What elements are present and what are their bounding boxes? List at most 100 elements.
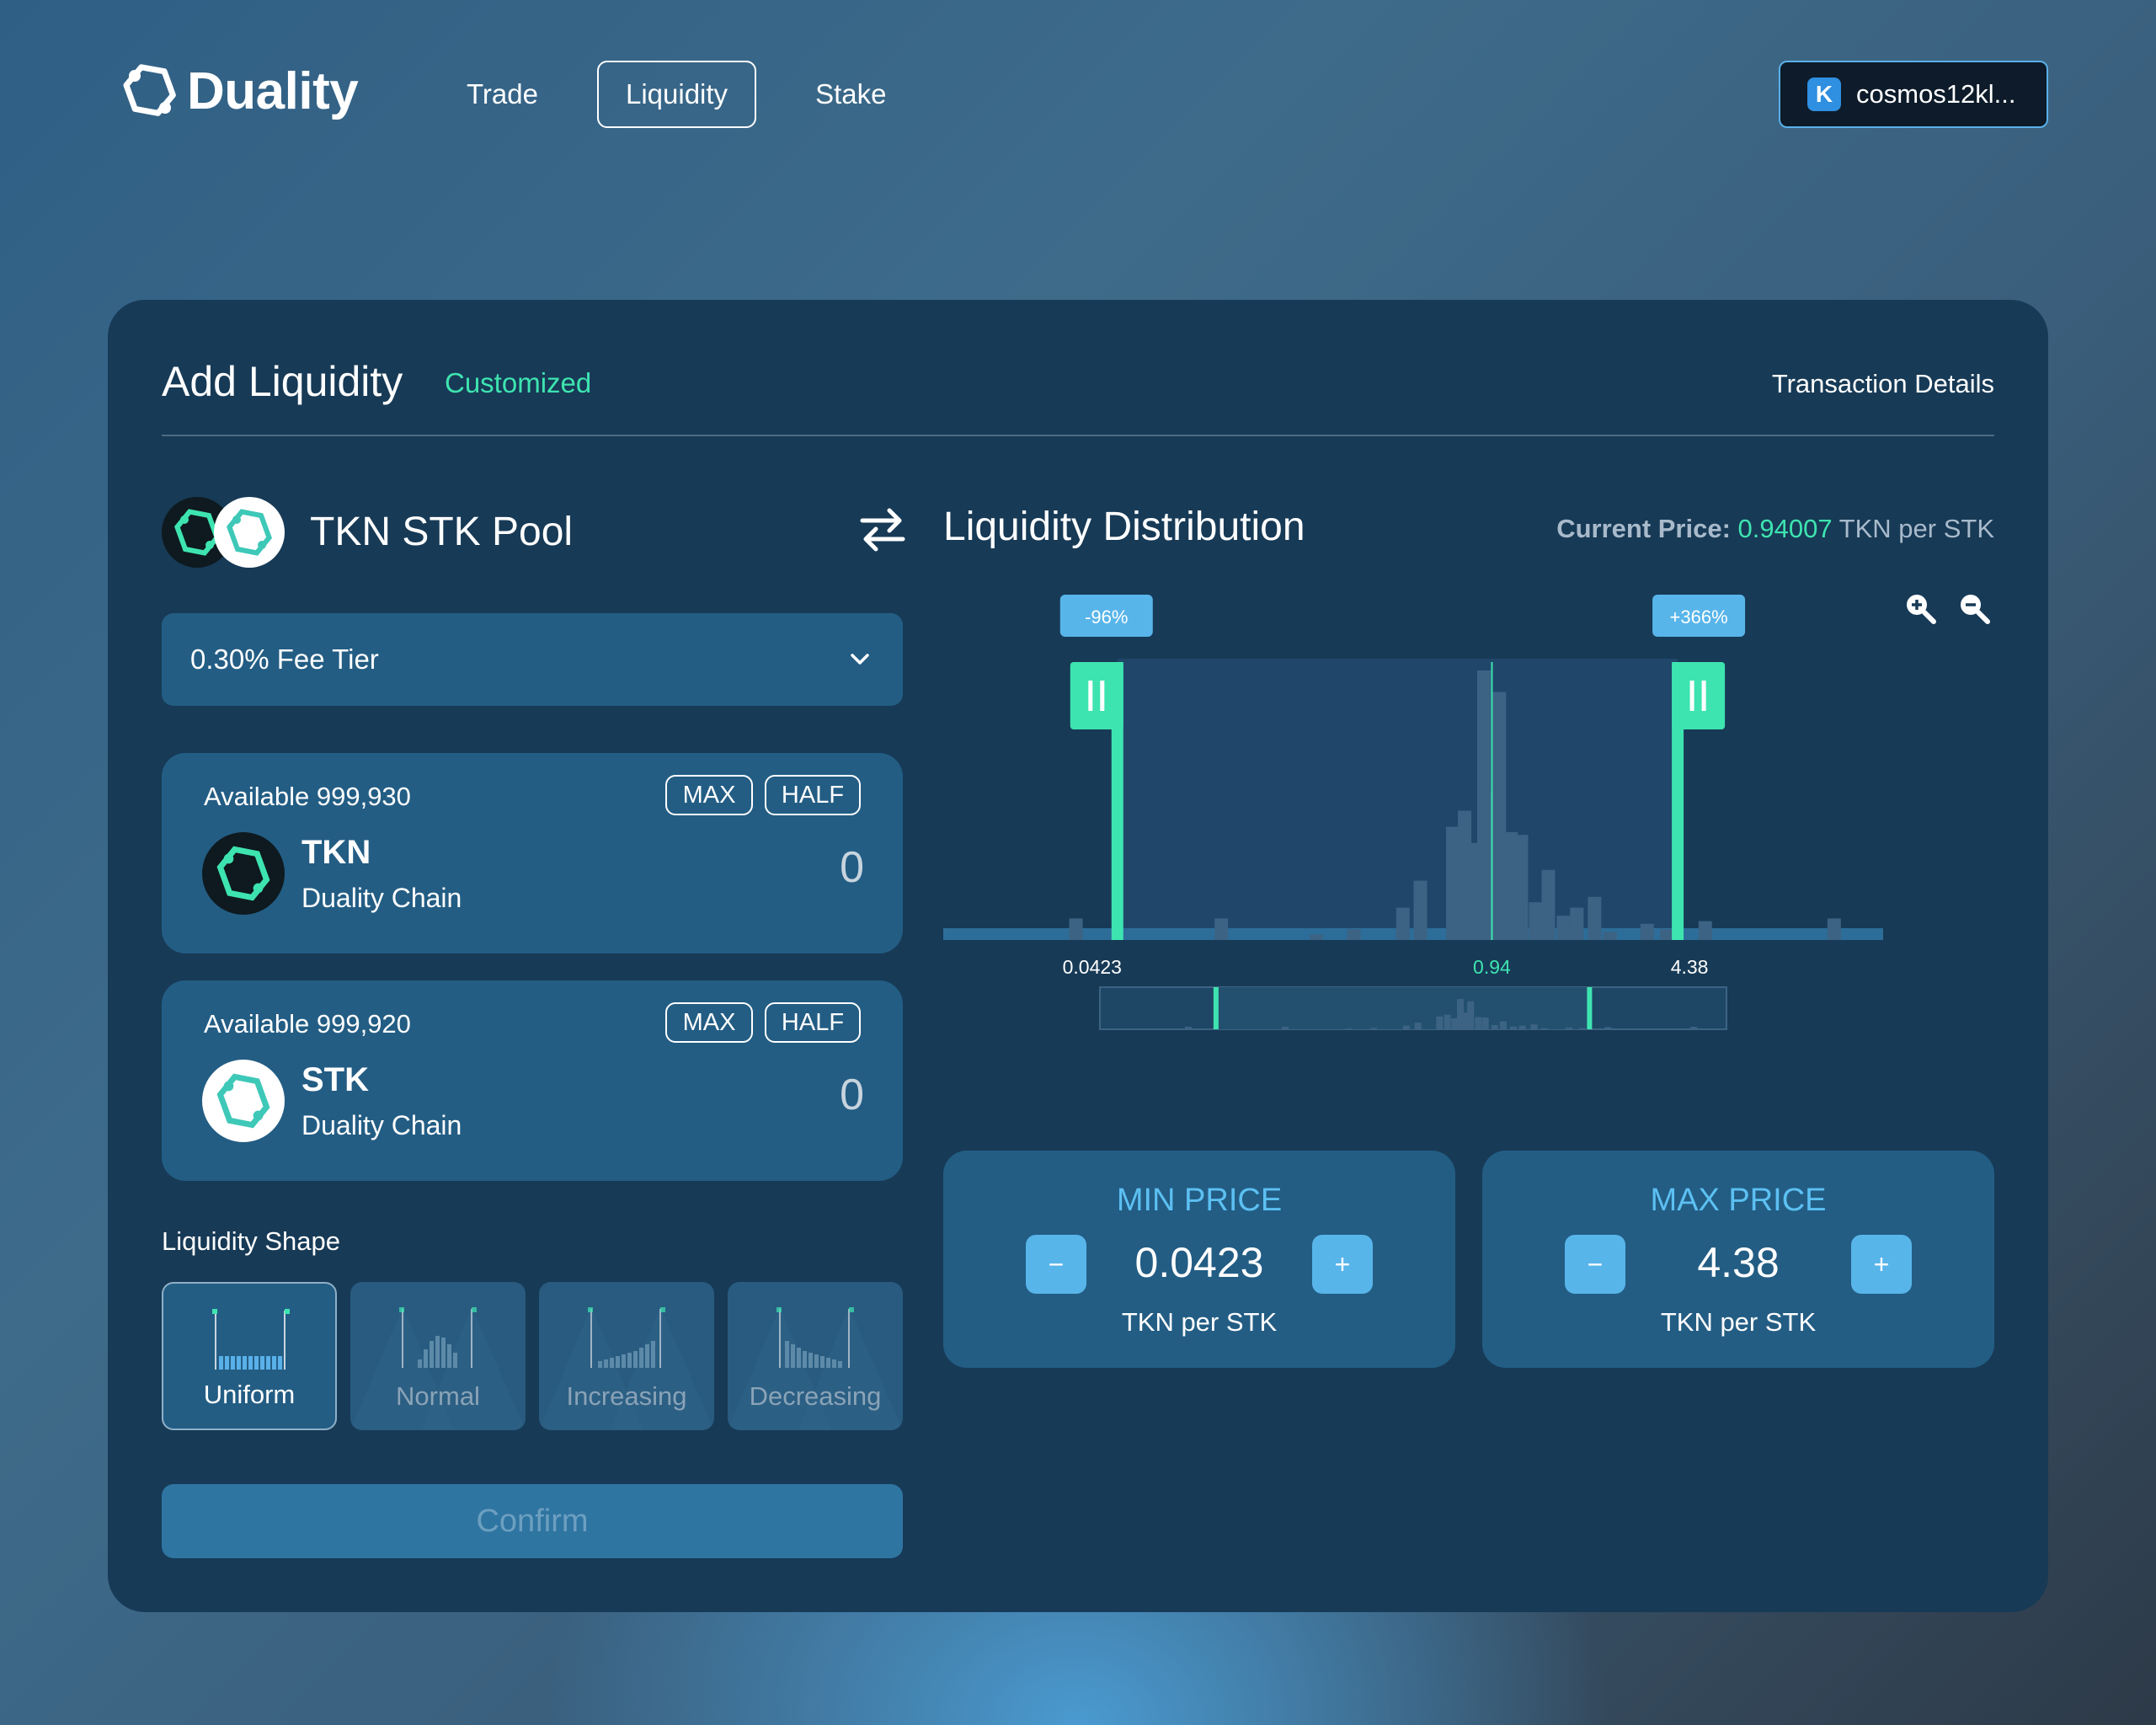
transaction-details-link[interactable]: Transaction Details	[1771, 369, 1994, 398]
tkn-amount-input[interactable]	[696, 842, 864, 893]
liquidity-shape-label: Liquidity Shape	[162, 1226, 340, 1256]
shape-uniform[interactable]: Uniform	[162, 1282, 337, 1430]
shape-uniform-label: Uniform	[203, 1380, 296, 1409]
liquidity-bar	[1570, 907, 1584, 940]
duality-logo[interactable]: Duality	[118, 59, 359, 123]
liquidity-bar	[1514, 835, 1529, 940]
max-range-handle-line[interactable]	[1672, 662, 1684, 940]
duality-logo-icon	[123, 64, 176, 116]
keplr-icon: K	[1807, 77, 1841, 111]
min-percent-badge	[1059, 595, 1153, 637]
zoom-out-icon[interactable]	[1956, 590, 1993, 627]
fee-tier-value: 0.30% Fee Tier	[190, 644, 379, 675]
shape-increasing-label: Increasing	[566, 1381, 687, 1411]
liquidity-bar	[1503, 832, 1518, 940]
liquidity-bar	[1556, 916, 1571, 940]
current-price-value: 0.94007	[1737, 514, 1833, 543]
stk-coin-icon	[214, 497, 285, 568]
min-price-increment-button[interactable]: +	[1312, 1235, 1373, 1294]
overview-bar	[1566, 1027, 1573, 1029]
shape-increasing[interactable]: Increasing	[539, 1282, 714, 1430]
max-price-value[interactable]: 4.38	[1697, 1239, 1780, 1286]
liquidity-bar	[1413, 880, 1428, 940]
swap-tokens-icon[interactable]	[856, 502, 910, 556]
liquidity-distribution-chart: -96% +366% 0.0423 0.94 4.38	[943, 578, 1895, 1420]
liquidity-bar	[1588, 896, 1602, 940]
min-range-handle-line[interactable]	[1111, 662, 1123, 940]
max-range-handle-grip[interactable]	[1672, 662, 1726, 729]
normal-shape-icon	[350, 1307, 526, 1430]
max-price-increment-button[interactable]: +	[1851, 1235, 1912, 1294]
liquidity-bar	[1310, 934, 1324, 940]
max-button[interactable]: MAX	[665, 775, 753, 815]
max-price-decrement-button[interactable]: −	[1565, 1235, 1625, 1294]
liquidity-bar	[1827, 918, 1841, 940]
liquidity-distribution-title: Liquidity Distribution	[943, 505, 1305, 549]
available-balance: Available 999,920	[204, 1009, 411, 1039]
max-button[interactable]: MAX	[665, 1002, 753, 1043]
nav-liquidity[interactable]: Liquidity	[596, 61, 757, 128]
shape-decreasing[interactable]: Decreasing	[728, 1282, 903, 1430]
nav-stake[interactable]: Stake	[815, 78, 887, 109]
fee-tier-select[interactable]: 0.30% Fee Tier	[162, 613, 903, 706]
overview-selected-range	[1215, 987, 1590, 1029]
shape-normal[interactable]: Normal	[350, 1282, 526, 1430]
min-price-value[interactable]: 0.0423	[1134, 1239, 1264, 1286]
overview-bar	[1462, 1012, 1470, 1029]
chart-baseline	[943, 928, 1883, 940]
card-title: Add Liquidity	[162, 358, 403, 405]
tick-min-price: 0.0423	[1063, 956, 1122, 978]
half-button[interactable]: HALF	[765, 775, 861, 815]
increasing-shape-icon	[539, 1307, 714, 1430]
wallet-button[interactable]: K cosmos12kl...	[1779, 61, 2048, 128]
overview-bar	[1491, 1024, 1498, 1029]
liquidity-bar	[1446, 826, 1460, 940]
confirm-button[interactable]: Confirm	[162, 1484, 903, 1558]
overview-bar	[1402, 1025, 1410, 1029]
liquidity-bar	[1529, 902, 1543, 940]
shape-decreasing-label: Decreasing	[749, 1381, 882, 1411]
max-price-card: MAX PRICE − 4.38 + TKN per STK	[1482, 1151, 1994, 1368]
overview-bar	[1436, 1016, 1444, 1029]
nav-trade[interactable]: Trade	[467, 78, 538, 109]
liquidity-bar	[1660, 929, 1674, 940]
overview-bar	[1345, 1028, 1353, 1029]
liquidity-bar	[1347, 929, 1361, 940]
max-price-title: MAX PRICE	[1650, 1183, 1827, 1218]
min-price-decrement-button[interactable]: −	[1026, 1235, 1086, 1294]
overview-bar	[1518, 1025, 1526, 1029]
customized-badge: Customized	[445, 367, 592, 398]
min-price-unit: TKN per STK	[1121, 1307, 1278, 1337]
overview-max-handle[interactable]	[1587, 987, 1593, 1029]
max-percent-badge-text: +366%	[1670, 606, 1728, 628]
token-symbol: TKN	[302, 834, 371, 871]
header-divider	[162, 435, 1994, 436]
chevron-down-icon	[851, 654, 869, 665]
logo-text: Duality	[187, 61, 359, 120]
liquidity-bar	[1458, 810, 1472, 940]
liquidity-bar	[1603, 932, 1617, 940]
overview-bar	[1475, 1017, 1482, 1029]
overview-min-handle[interactable]	[1213, 987, 1219, 1029]
pool-token-icons	[162, 497, 288, 568]
liquidity-bar	[1214, 918, 1229, 940]
min-range-handle-grip[interactable]	[1070, 662, 1123, 729]
overview-bar	[1185, 1027, 1193, 1029]
overview-bar	[1481, 1017, 1489, 1029]
zoom-in-icon[interactable]	[1902, 590, 1939, 627]
token-chain: Duality Chain	[302, 883, 462, 913]
overview-bar	[1499, 1021, 1507, 1029]
stk-token-icon	[202, 1060, 285, 1142]
distribution-chart-svg[interactable]: -96% +366% 0.0423 0.94 4.38	[943, 578, 1895, 1033]
tkn-token-icon	[202, 832, 285, 915]
shape-normal-label: Normal	[396, 1381, 480, 1411]
token-chain: Duality Chain	[302, 1110, 462, 1140]
available-balance: Available 999,930	[204, 782, 411, 811]
overview-bar	[1578, 1028, 1586, 1029]
liquidity-bar	[1492, 692, 1507, 940]
overview-bar	[1451, 1018, 1459, 1029]
overview-bar	[1456, 999, 1464, 1029]
half-button[interactable]: HALF	[765, 1002, 861, 1043]
stk-amount-input[interactable]	[696, 1070, 864, 1120]
tkn-coin-icon	[162, 497, 232, 568]
